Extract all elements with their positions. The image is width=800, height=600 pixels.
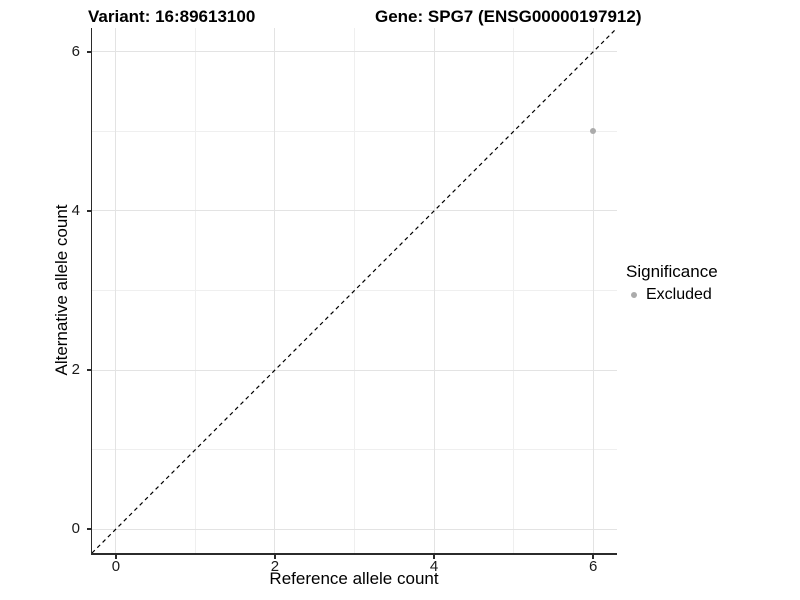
x-tick-label: 6 [588,558,598,575]
gridline-major-horizontal [92,210,617,212]
gridline-major-vertical [115,28,117,553]
x-tick-mark [592,554,594,559]
legend-item-excluded: Excluded [626,286,718,304]
legend-title: Significance [626,262,718,281]
data-point [590,128,597,135]
gridline-minor-horizontal [92,130,617,132]
y-tick-mark [86,369,91,371]
y-tick-label: 4 [71,201,80,219]
dashed-diagonal-line [91,27,618,554]
gridline-minor-horizontal [92,449,617,451]
x-tick-mark [115,554,117,559]
x-axis-title: Reference allele count [269,569,439,588]
x-tick-label: 2 [270,558,280,575]
plot-panel [91,27,618,554]
y-tick-label: 2 [71,361,80,379]
gridline-major-horizontal [92,528,617,530]
y-tick-label: 6 [71,42,80,60]
x-tick-mark [433,554,435,559]
y-axis-line [90,28,92,555]
x-tick-label: 0 [111,558,121,575]
y-tick-mark [86,51,91,53]
y-tick-mark [86,210,91,212]
plot-title-variant: Variant: 16:89613100 [88,7,256,26]
gridline-major-horizontal [92,51,617,53]
y-tick-label: 0 [71,520,80,538]
x-axis-line [90,553,617,555]
y-tick-mark [86,528,91,530]
plot-title-gene: Gene: SPG7 (ENSG00000197912) [375,7,642,26]
gridline-major-horizontal [92,369,617,371]
gridline-major-vertical [592,28,594,553]
gridline-major-vertical [274,28,276,553]
identity-reference-line [91,27,618,554]
legend: Significance Excluded [626,262,718,304]
legend-item-label: Excluded [646,286,712,303]
y-axis-title: Alternative allele count [52,204,71,376]
x-tick-mark [274,554,276,559]
gridline-major-vertical [433,28,435,553]
x-tick-label: 4 [429,558,439,575]
legend-point-icon [631,292,637,298]
